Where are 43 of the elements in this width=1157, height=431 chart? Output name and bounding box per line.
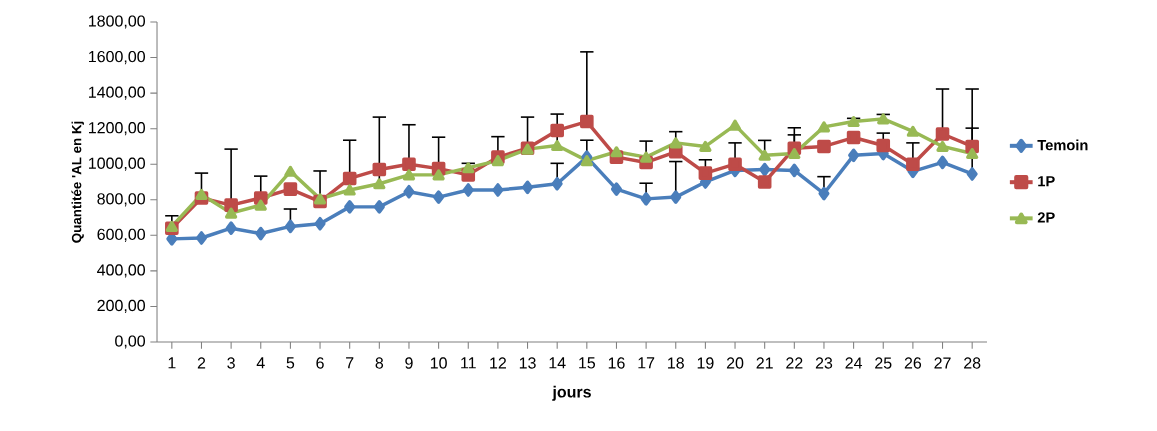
x-tick-label: 1	[168, 357, 176, 369]
x-tick-label: 13	[519, 357, 536, 369]
x-tick-label: 5	[286, 357, 295, 369]
x-tick-label: 20	[726, 357, 744, 369]
y-tick-label: 1000,00	[89, 157, 146, 171]
x-tick-label: 17	[638, 357, 655, 369]
x-tick-label: 28	[964, 357, 981, 369]
legend-label: 1P	[1038, 176, 1055, 187]
y-tick-label: 1600,00	[89, 50, 146, 65]
x-tick-label: 7	[346, 357, 354, 369]
x-tick-label: 26	[904, 357, 922, 369]
x-tick-label: 3	[227, 357, 235, 369]
legend-label: Temoin	[1037, 139, 1088, 151]
legend-label: 2P	[1037, 212, 1055, 223]
y-tick-label: 1200,00	[89, 122, 146, 136]
y-tick-label: 1400,00	[89, 86, 146, 100]
x-tick-label: 11	[461, 357, 476, 369]
x-tick-label: 14	[549, 357, 566, 369]
x-tick-label: 18	[668, 357, 684, 369]
x-tick-label: 9	[405, 357, 413, 369]
y-axis-title: Quantitée 'AL en Kj	[71, 121, 84, 243]
x-tick-label: 2	[197, 357, 206, 369]
x-tick-label: 15	[579, 357, 596, 369]
y-tick-label: 600,00	[97, 228, 146, 242]
x-tick-label: 4	[256, 357, 265, 369]
x-tick-label: 21	[756, 357, 773, 369]
y-tick-label: 0,00	[115, 335, 146, 349]
x-tick-label: 25	[875, 357, 892, 369]
x-axis-title: jours	[552, 385, 591, 401]
x-tick-label: 12	[490, 357, 506, 369]
x-tick-label: 8	[375, 357, 384, 369]
x-tick-label: 16	[608, 357, 625, 369]
y-tick-label: 200,00	[97, 299, 146, 314]
y-tick-label: 400,00	[97, 264, 146, 278]
x-tick-label: 27	[934, 357, 951, 369]
x-tick-label: 19	[697, 357, 714, 369]
x-tick-label: 6	[316, 357, 324, 369]
x-tick-label: 23	[815, 357, 833, 369]
x-tick-label: 24	[845, 357, 863, 369]
y-tick-label: 1800,00	[89, 15, 146, 29]
x-tick-label: 22	[786, 357, 803, 369]
y-tick-label: 800,00	[97, 193, 146, 207]
x-tick-label: 10	[430, 357, 447, 369]
